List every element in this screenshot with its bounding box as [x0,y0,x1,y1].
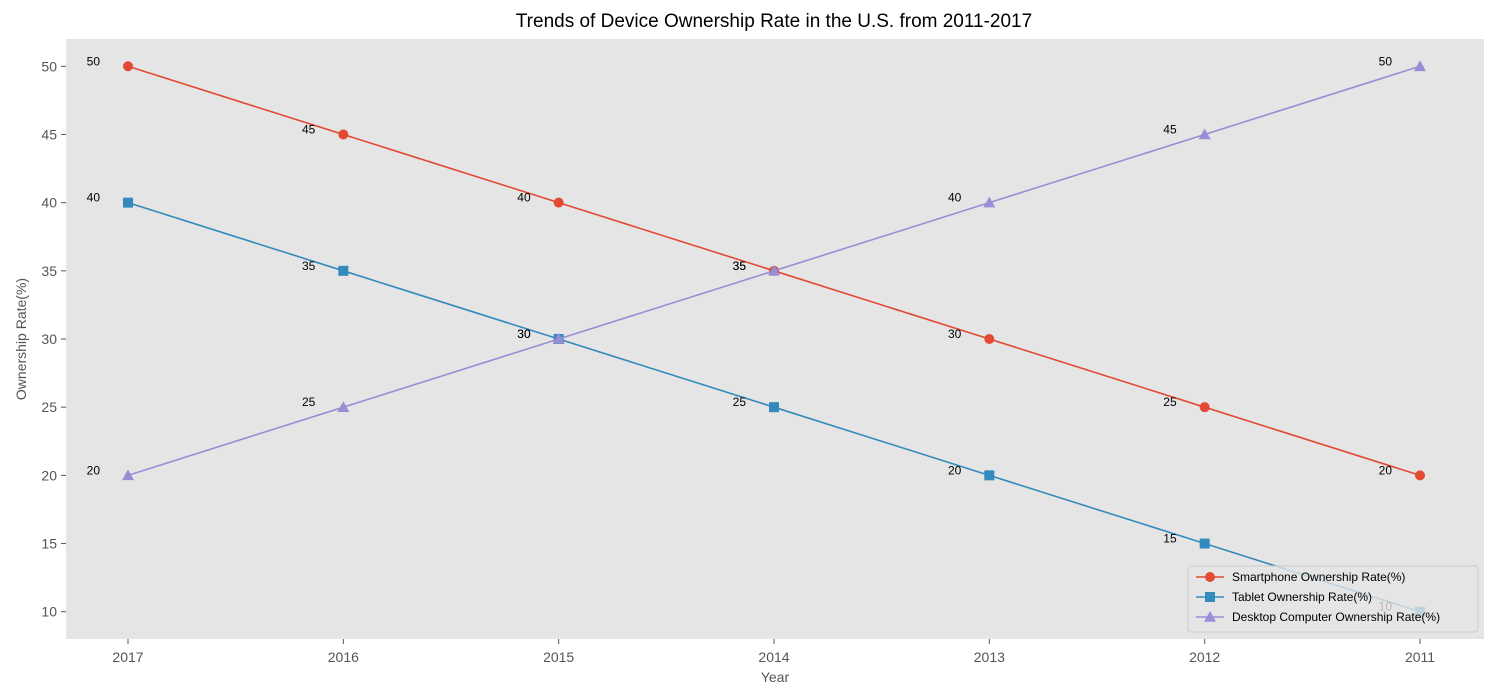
legend-marker-square [1205,592,1215,602]
x-tick-label: 2011 [1405,649,1435,665]
data-label: 20 [1379,463,1393,477]
legend-box [1187,565,1479,633]
data-label: 35 [302,259,316,273]
data-point-circle [1415,470,1425,481]
x-tick-label: 2017 [112,649,143,665]
data-label: 50 [87,54,101,68]
y-axis-label: Ownership Rate(%) [13,278,29,400]
legend-label: Desktop Computer Ownership Rate(%) [1232,610,1440,624]
legend-marker-triangle [1204,611,1216,622]
legend-entry: Desktop Computer Ownership Rate(%) [1196,610,1440,624]
data-point-square [769,402,779,413]
data-point-square [984,470,995,481]
chart-title: Trends of Device Ownership Rate in the U… [515,11,1033,32]
data-label: 35 [733,259,747,273]
y-tick-label: 50 [41,58,57,74]
data-label: 45 [302,122,316,136]
data-point-circle [984,334,995,344]
data-point-triangle [552,333,565,344]
x-tick-label: 2012 [1189,649,1220,665]
x-tick-label: 2014 [758,649,789,665]
data-label: 15 [1163,532,1177,546]
data-label: 25 [1163,395,1177,409]
data-point-triangle [1198,128,1211,140]
legend-entry: Tablet Ownership Rate(%) [1196,590,1372,604]
y-tick-label: 10 [41,604,57,620]
data-label: 20 [87,463,101,477]
data-point-square [338,265,349,276]
data-point-triangle [768,264,780,276]
legend-label: Tablet Ownership Rate(%) [1232,590,1372,604]
x-tick-label: 2016 [328,649,359,665]
y-tick-label: 15 [41,536,57,552]
x-tick-label: 2013 [974,649,1005,665]
data-point-square [1199,538,1210,549]
data-label: 45 [1163,122,1177,136]
legend-label: Smartphone Ownership Rate(%) [1232,570,1405,584]
data-point-triangle [983,196,996,208]
data-label: 30 [517,327,531,341]
data-label: 40 [517,191,531,205]
data-label: 30 [948,327,962,341]
y-tick-label: 40 [41,195,57,211]
data-labels-layer: 5045403530252040353025201510202530354045… [87,54,1393,613]
data-label: 20 [948,463,962,477]
series-3 [122,60,1426,481]
legend: Smartphone Ownership Rate(%) Tablet Owner… [1187,565,1479,633]
y-tick-label: 20 [41,467,57,483]
y-axis-ticks: 10 15 20 25 30 35 40 45 50 [41,58,66,620]
data-point-circle [1199,402,1210,413]
data-point-triangle [122,469,134,481]
y-tick-label: 35 [41,263,57,279]
legend-entry: Smartphone Ownership Rate(%) [1196,570,1405,584]
data-point-circle [123,61,133,72]
plot-area [66,39,1484,639]
data-point-triangle [1414,60,1426,72]
x-tick-label: 2015 [543,649,574,665]
x-axis-ticks: 2017 2016 2015 2014 2013 2012 2011 [112,639,1435,665]
data-label: 40 [87,191,101,205]
legend-marker-circle [1205,572,1215,582]
data-label: 30 [517,327,531,341]
data-label: 50 [1379,54,1393,68]
data-point-circle [553,197,564,208]
data-label: 35 [733,259,747,273]
y-tick-label: 25 [41,399,57,415]
x-axis-label: Year [761,669,790,685]
data-point-circle [338,129,349,140]
data-label: 25 [302,395,316,409]
data-label: 25 [733,395,747,409]
y-tick-label: 30 [41,331,57,347]
data-label: 40 [948,191,962,205]
data-point-square [123,197,133,208]
y-tick-label: 45 [41,126,57,142]
series-layer [122,60,1426,617]
data-point-triangle [337,401,350,412]
